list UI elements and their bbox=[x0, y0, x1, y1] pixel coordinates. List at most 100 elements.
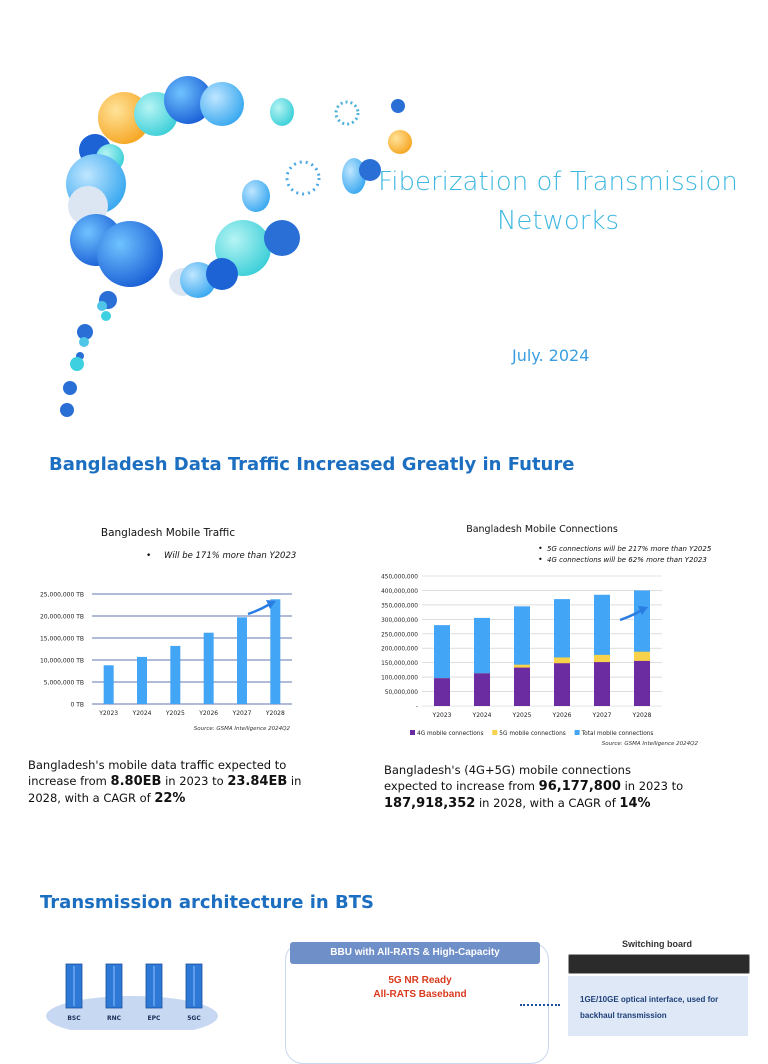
x-tick-label: Y2028 bbox=[632, 712, 652, 719]
x-tick-label: Y2026 bbox=[552, 712, 572, 719]
bubble bbox=[359, 159, 381, 181]
bubble bbox=[206, 258, 238, 290]
y-tick-label: 5,000,000 TB bbox=[44, 680, 84, 687]
bubble bbox=[334, 100, 360, 126]
legend-swatch bbox=[574, 730, 580, 735]
legend-label: Total mobile connections bbox=[581, 731, 654, 737]
switch-info-text: 1GE/10GE optical interface, used for bac… bbox=[580, 995, 719, 1020]
bar bbox=[270, 599, 281, 704]
growth-arrowhead bbox=[266, 600, 276, 609]
y-tick-label: 250,000,000 bbox=[381, 632, 418, 638]
decorative-bubbles bbox=[60, 76, 412, 417]
switching-board-image bbox=[568, 954, 750, 974]
bbu-line-1: 5G NR Ready bbox=[388, 975, 452, 986]
chart-note-bullet: • bbox=[146, 551, 151, 561]
title-slide: Fiberization of Transmission Networks Ju… bbox=[0, 0, 768, 432]
chart-source: Source: GSMA Intelligence 2024Q2 bbox=[602, 741, 699, 747]
switch-title: Switching board bbox=[622, 939, 693, 949]
architecture-heading: Transmission architecture in BTS bbox=[40, 892, 374, 913]
chart-note-bullet: • bbox=[538, 544, 543, 553]
bubble bbox=[285, 160, 321, 196]
legend-swatch bbox=[410, 730, 415, 735]
title-line-1: Fiberization of Transmission bbox=[378, 167, 738, 197]
bubble bbox=[200, 82, 244, 126]
x-tick-label: Y2023 bbox=[432, 712, 452, 719]
y-tick-label: 400,000,000 bbox=[381, 589, 418, 595]
legend-swatch bbox=[492, 730, 498, 735]
y-tick-label: 20,000,000 TB bbox=[40, 614, 84, 621]
bubble bbox=[270, 98, 294, 126]
chart-source: Source: GSMA Intelligence 2024Q2 bbox=[194, 726, 291, 732]
bubble bbox=[79, 337, 89, 347]
bar-4g bbox=[594, 662, 610, 706]
switch-info-box: 1GE/10GE optical interface, used for bac… bbox=[568, 976, 748, 1036]
core-node-label: EPC bbox=[148, 1015, 161, 1022]
chart-note-bullet: • bbox=[538, 555, 543, 564]
bubble bbox=[164, 76, 212, 124]
y-tick-label: - bbox=[416, 705, 418, 711]
connector-line bbox=[520, 1004, 560, 1006]
bbu-description: 5G NR Ready All-RATS Baseband bbox=[330, 974, 510, 1002]
y-tick-label: 350,000,000 bbox=[381, 603, 418, 609]
y-tick-label: 10,000,000 TB bbox=[40, 658, 84, 665]
core-platform bbox=[46, 996, 218, 1030]
growth-arrowhead bbox=[638, 606, 648, 615]
bbu-line-2: All-RATS Baseband bbox=[373, 989, 467, 1000]
bar-4g bbox=[514, 667, 530, 706]
bar-4g bbox=[554, 663, 570, 706]
title-line-2: Networks bbox=[496, 206, 620, 236]
bar-4g bbox=[474, 673, 490, 706]
bubble bbox=[70, 357, 84, 371]
y-tick-label: 450,000,000 bbox=[381, 575, 418, 581]
y-tick-label: 200,000,000 bbox=[381, 647, 418, 653]
legend-label: 5G mobile connections bbox=[499, 731, 566, 737]
bubble bbox=[242, 180, 270, 212]
chart-note: 4G connections will be 62% more than Y20… bbox=[547, 556, 707, 564]
core-node-label: RNC bbox=[107, 1015, 122, 1022]
chart-title: Bangladesh Mobile Connections bbox=[466, 524, 618, 535]
architecture-slide: Transmission architecture in BTS BSC RNC E… bbox=[0, 864, 768, 1064]
bar bbox=[103, 665, 114, 704]
chart-note: 5G connections will be 217% more than Y2… bbox=[547, 545, 712, 553]
bar bbox=[203, 632, 214, 704]
bar bbox=[170, 645, 181, 704]
core-node-label: BSC bbox=[67, 1015, 81, 1022]
bar bbox=[137, 656, 147, 704]
x-tick-label: Y2027 bbox=[232, 710, 252, 717]
bubble bbox=[388, 130, 412, 154]
bubble bbox=[264, 220, 300, 256]
page-title: Fiberization of Transmission Networks bbox=[378, 163, 738, 241]
core-network-diagram: BSC RNC EPC 5GC bbox=[46, 963, 218, 1030]
mobile-connections-chart: Bangladesh Mobile Connections • 5G connect… bbox=[381, 524, 712, 747]
traffic-caption: Bangladesh's mobile data traffic expecte… bbox=[28, 758, 302, 806]
legend-label: 4G mobile connections bbox=[417, 731, 484, 737]
mobile-traffic-chart: Bangladesh Mobile Traffic • Will be 171% m… bbox=[40, 527, 296, 732]
bubble bbox=[60, 403, 74, 417]
bubble bbox=[101, 311, 111, 321]
y-tick-label: 25,000,000 TB bbox=[40, 592, 84, 599]
date-label: July. 2024 bbox=[512, 346, 590, 365]
y-tick-label: 150,000,000 bbox=[381, 661, 418, 667]
y-tick-label: 100,000,000 bbox=[381, 676, 418, 682]
x-tick-label: Y2024 bbox=[132, 710, 152, 717]
y-tick-label: 300,000,000 bbox=[381, 618, 418, 624]
bar-4g bbox=[434, 678, 450, 706]
chart-note: Will be 171% more than Y2023 bbox=[164, 551, 296, 561]
x-tick-label: Y2026 bbox=[198, 710, 218, 717]
x-tick-label: Y2025 bbox=[512, 712, 532, 719]
traffic-slide: Bangladesh Data Traffic Increased Greatl… bbox=[0, 432, 768, 864]
x-tick-label: Y2023 bbox=[98, 710, 118, 717]
x-tick-label: Y2027 bbox=[592, 712, 612, 719]
x-tick-label: Y2024 bbox=[472, 712, 492, 719]
bbu-banner: BBU with All-RATS & High-Capacity bbox=[290, 942, 540, 964]
x-tick-label: Y2025 bbox=[165, 710, 185, 717]
chart-title: Bangladesh Mobile Traffic bbox=[101, 527, 235, 539]
connections-caption: Bangladesh's (4G+5G) mobile connections … bbox=[384, 763, 684, 811]
bubble bbox=[391, 99, 405, 113]
bubble bbox=[77, 324, 93, 340]
bar-4g bbox=[634, 660, 650, 706]
core-node-label: 5GC bbox=[187, 1015, 201, 1022]
y-tick-label: 15,000,000 TB bbox=[40, 636, 84, 643]
bubble bbox=[63, 381, 77, 395]
bubble bbox=[97, 221, 163, 287]
